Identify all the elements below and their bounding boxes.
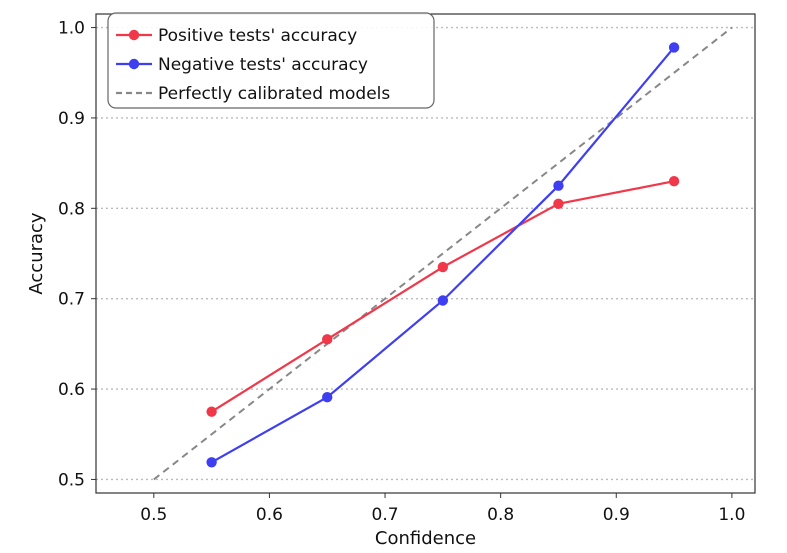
x-axis-label: Confidence — [375, 528, 476, 549]
legend-label-1: Positive tests' accuracy — [158, 26, 357, 46]
y-tick-label: 0.9 — [58, 109, 85, 129]
series-layer — [153, 26, 733, 481]
y-tick-label: 1.0 — [58, 19, 85, 39]
series-line-2 — [211, 46, 675, 464]
x-tick-label: 0.6 — [256, 505, 283, 525]
series-1-point — [553, 198, 564, 209]
x-tick-label: 0.7 — [372, 505, 399, 525]
series-2-point — [322, 392, 333, 403]
series-1-point — [206, 406, 217, 417]
x-tick-label: 0.8 — [487, 505, 514, 525]
legend-marker-2 — [128, 58, 140, 70]
x-tick-label: 0.9 — [603, 505, 630, 525]
series-1-point — [668, 175, 680, 187]
legend-label-3: Perfectly calibrated models — [158, 84, 390, 104]
y-axis-label: Accuracy — [26, 212, 47, 295]
reference-line — [153, 26, 733, 481]
legend: Positive tests' accuracy Negative tests' … — [107, 12, 435, 109]
series-2-point — [668, 42, 680, 53]
legend-box — [107, 12, 435, 109]
legend-marker-1 — [128, 29, 140, 41]
series-1-point — [437, 261, 449, 273]
series-2-point — [206, 457, 217, 468]
x-tick-label: 0.5 — [140, 505, 167, 525]
y-tick-label: 0.6 — [58, 380, 85, 400]
y-tick-label: 0.5 — [58, 470, 85, 490]
series-1-point — [322, 334, 333, 345]
x-tick-label: 1.0 — [718, 505, 745, 525]
y-tick-label: 0.7 — [58, 290, 85, 310]
y-tick-label: 0.8 — [58, 199, 85, 219]
legend-label-2: Negative tests' accuracy — [158, 55, 368, 75]
series-2-point — [553, 180, 564, 191]
axis-ticks: 0.5 0.6 0.7 0.8 0.9 1.0 0.5 0.6 0.7 0.8 0.9 1.0 — [58, 19, 745, 525]
series-2-point — [437, 295, 449, 306]
